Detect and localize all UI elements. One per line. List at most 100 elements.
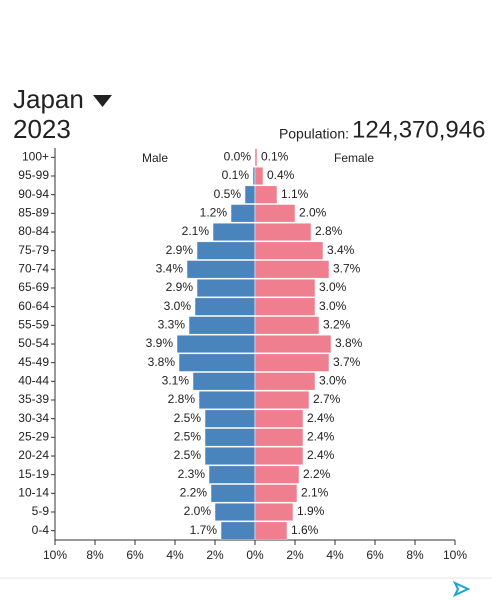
value-label: 3.2% (323, 318, 351, 332)
x-tick-label: 8% (406, 548, 424, 562)
y-tick-label: 45-49 (18, 355, 49, 369)
value-label: 3.8% (148, 355, 176, 369)
y-tick-label: 70-74 (18, 262, 49, 276)
bar (254, 390, 310, 410)
value-label: 3.3% (158, 318, 186, 332)
bar (204, 409, 256, 428)
bar (254, 502, 294, 522)
value-label: 2.1% (301, 486, 329, 500)
y-tick-label: 65-69 (18, 280, 49, 294)
value-label: 3.4% (327, 243, 355, 257)
bar (220, 521, 256, 540)
legend-label: Female (334, 151, 374, 165)
value-label: 3.7% (333, 355, 361, 369)
value-label: 0.4% (267, 168, 295, 182)
y-tick-label: 80-84 (18, 224, 49, 238)
value-label: 2.2% (180, 486, 208, 500)
value-label: 2.9% (166, 243, 194, 257)
value-label: 3.0% (164, 299, 192, 313)
bar (196, 241, 256, 260)
y-tick-label: 35-39 (18, 392, 49, 406)
bar (254, 446, 304, 466)
dropdown-arrow[interactable] (93, 95, 112, 107)
bar (188, 316, 256, 335)
x-tick-label: 10% (43, 548, 67, 562)
value-label: 2.4% (307, 448, 335, 462)
bar (194, 297, 256, 316)
value-label: 3.0% (319, 299, 347, 313)
population-value: 124,370,946 (352, 116, 485, 143)
chart-title: Japan (13, 84, 84, 114)
bar (254, 428, 304, 447)
value-label: 1.7% (190, 523, 218, 537)
x-tick-label: 6% (126, 548, 144, 562)
y-tick-label: 0-4 (32, 523, 50, 537)
bar (214, 502, 256, 522)
bar (252, 166, 256, 186)
x-tick-label: 0% (246, 548, 264, 562)
bar (204, 428, 256, 447)
bar (210, 484, 256, 503)
x-tick-label: 2% (286, 548, 304, 562)
bar (254, 185, 278, 204)
bar (176, 334, 256, 354)
bar (254, 241, 324, 260)
bar (230, 204, 256, 223)
value-label: 2.4% (307, 430, 335, 444)
value-label: 3.4% (156, 262, 184, 276)
value-label: 3.1% (162, 374, 190, 388)
value-label: 1.9% (297, 504, 325, 518)
y-tick-label: 40-44 (18, 374, 49, 388)
bar (186, 260, 256, 279)
bar (244, 185, 256, 204)
population-label: Population: (279, 126, 349, 142)
chart-subtitle: 2023 (13, 114, 71, 144)
value-label: 2.5% (174, 411, 202, 425)
value-label: 1.6% (291, 523, 319, 537)
x-tick-label: 6% (366, 548, 384, 562)
y-tick-label: 5-9 (32, 504, 50, 518)
bar (254, 316, 320, 335)
x-tick-label: 10% (443, 548, 467, 562)
y-tick-label: 25-29 (18, 430, 49, 444)
bar (204, 446, 256, 466)
value-label: 2.9% (166, 280, 194, 294)
bar (212, 222, 256, 242)
bar (254, 521, 288, 540)
value-label: 0.1% (222, 168, 250, 182)
bar (254, 222, 312, 242)
bar (254, 484, 298, 503)
x-tick-label: 2% (206, 548, 224, 562)
bar (196, 278, 256, 298)
bar (254, 260, 330, 279)
y-tick-label: 20-24 (18, 448, 49, 462)
y-tick-label: 90-94 (18, 187, 49, 201)
y-tick-label: 85-89 (18, 206, 49, 220)
value-label: 1.2% (200, 206, 228, 220)
legend-label: Male (142, 151, 168, 165)
bar (254, 166, 264, 186)
value-label: 0.5% (214, 187, 242, 201)
bar (178, 353, 256, 372)
value-label: 3.0% (319, 280, 347, 294)
value-label: 0.1% (261, 150, 289, 164)
value-label: 3.0% (319, 374, 347, 388)
bar (254, 372, 316, 391)
bar (254, 297, 316, 316)
bar (198, 390, 256, 410)
value-label: 3.8% (335, 336, 363, 350)
bar (208, 465, 256, 484)
y-tick-label: 100+ (22, 150, 49, 164)
bar (254, 148, 258, 167)
value-label: 2.0% (184, 504, 212, 518)
value-label: 2.0% (299, 206, 327, 220)
value-label: 2.2% (303, 467, 331, 481)
value-label: 1.1% (281, 187, 309, 201)
x-tick-label: 8% (86, 548, 104, 562)
bar (254, 204, 296, 223)
ad-icon[interactable] (452, 580, 471, 598)
y-tick-label: 75-79 (18, 243, 49, 257)
y-tick-label: 55-59 (18, 318, 49, 332)
